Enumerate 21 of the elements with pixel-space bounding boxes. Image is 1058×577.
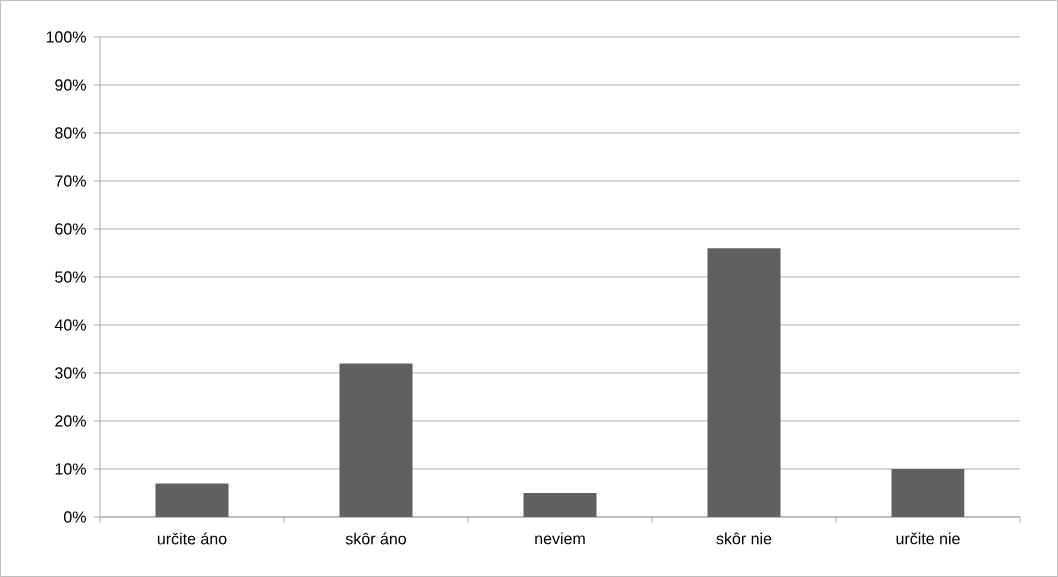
y-tick-label: 30% xyxy=(55,367,86,379)
y-tick-label: 40% xyxy=(54,319,86,331)
y-tick-label: 0% xyxy=(63,511,86,523)
bar xyxy=(523,492,597,517)
bar xyxy=(155,483,229,517)
bar xyxy=(339,363,413,517)
y-tick-label: 20% xyxy=(55,415,86,427)
y-tick-label: 80% xyxy=(55,127,86,139)
x-tick-label: skôr nie xyxy=(716,532,772,545)
y-tick-label: 10% xyxy=(55,463,86,475)
y-tick-label: 60% xyxy=(55,223,86,235)
y-tick-label: 50% xyxy=(55,271,86,283)
y-tick-label: 90% xyxy=(55,79,86,91)
y-tick-label: 100% xyxy=(46,31,86,43)
y-tick-label: 70% xyxy=(55,175,86,187)
bar xyxy=(707,248,781,517)
x-tick-label: určite nie xyxy=(896,532,960,545)
x-tick-label: skôr áno xyxy=(345,532,406,545)
x-tick-label: neviem xyxy=(535,532,585,545)
x-tick-label: určite áno xyxy=(157,532,227,545)
bar xyxy=(891,468,965,517)
